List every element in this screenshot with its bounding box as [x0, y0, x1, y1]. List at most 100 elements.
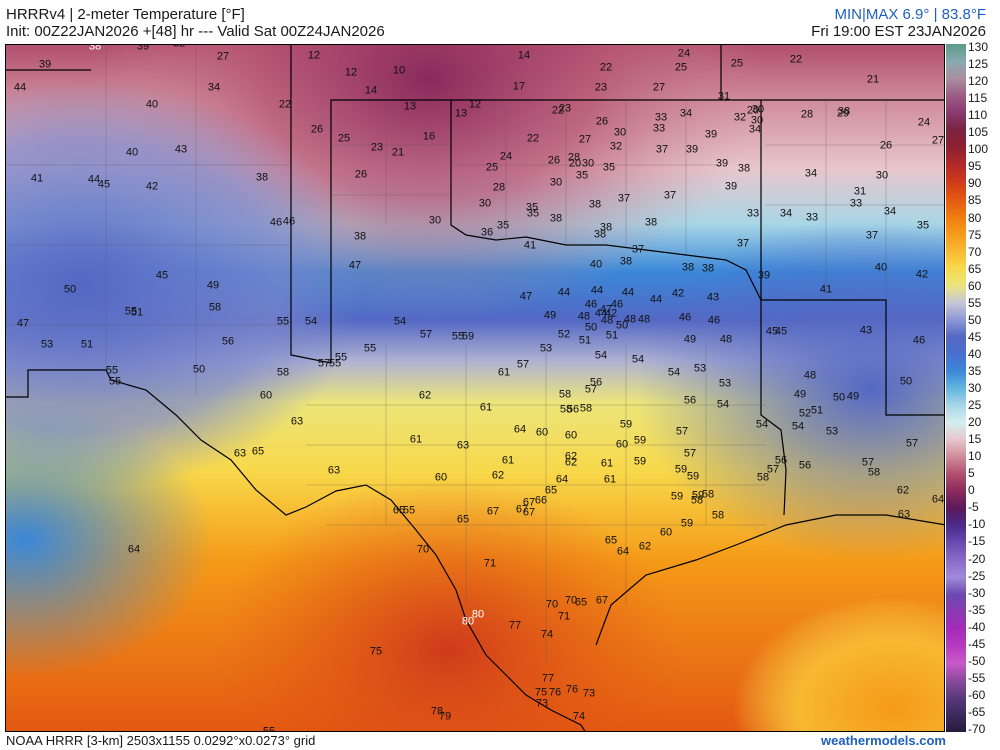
- temp-label: 30: [478, 197, 492, 210]
- temp-label: 12: [468, 98, 482, 111]
- legend-tick-label: 10: [968, 449, 982, 464]
- temp-label: 21: [866, 73, 880, 86]
- temp-label: 49: [543, 309, 557, 322]
- map-title: HRRRv4 | 2-meter Temperature [°F]: [6, 6, 245, 23]
- temp-label: 55: [328, 357, 342, 370]
- temp-label: 30: [549, 176, 563, 189]
- brand-link[interactable]: weathermodels.com: [821, 733, 946, 748]
- legend-tick-label: -40: [968, 619, 986, 634]
- temp-label: 65: [574, 596, 588, 609]
- temp-label: 38: [593, 228, 607, 241]
- temp-label: 62: [564, 450, 578, 463]
- temp-label: 44: [13, 81, 27, 94]
- temp-label: 54: [755, 418, 769, 431]
- temp-label: 26: [310, 123, 324, 136]
- temp-label: 39: [685, 143, 699, 156]
- temp-label: 61: [409, 433, 423, 446]
- temp-label: 39: [757, 269, 771, 282]
- legend-tick-label: -65: [968, 704, 986, 719]
- temp-label: 31: [853, 185, 867, 198]
- data-source-text: NOAA HRRR [3-km] 2503x1155 0.0292°x0.027…: [6, 733, 316, 748]
- temp-label: 51: [810, 404, 824, 417]
- temp-label: 22: [526, 132, 540, 145]
- legend-tick-label: 50: [968, 312, 982, 327]
- legend-tick-label: 35: [968, 363, 982, 378]
- legend-tick-label: -25: [968, 568, 986, 583]
- temp-label: 40: [874, 261, 888, 274]
- temp-label: 48: [803, 369, 817, 382]
- legend-tick-label: -60: [968, 687, 986, 702]
- temp-label: 25: [730, 57, 744, 70]
- temp-label: 26: [547, 154, 561, 167]
- temp-label: 63: [456, 439, 470, 452]
- temp-label: 55: [334, 351, 348, 364]
- temp-label: 56: [683, 394, 697, 407]
- temp-label: 57: [584, 383, 598, 396]
- temp-label: 58: [690, 494, 704, 507]
- temp-label: 38: [619, 255, 633, 268]
- temp-label: 76: [548, 686, 562, 699]
- temp-label: 55: [108, 375, 122, 388]
- temp-label: 64: [513, 423, 527, 436]
- temp-label: 23: [370, 141, 384, 154]
- temp-label: 57: [516, 358, 530, 371]
- legend-tick-label: 130: [968, 40, 989, 54]
- temp-label: 70: [545, 598, 559, 611]
- legend-tick-label: 125: [968, 57, 989, 72]
- temp-label: 24: [677, 47, 691, 60]
- legend-tick-label: 75: [968, 227, 982, 242]
- temp-label: 40: [125, 146, 139, 159]
- temp-label: 38: [701, 262, 715, 275]
- temp-label: 60: [434, 471, 448, 484]
- temp-label: 55: [105, 364, 119, 377]
- temp-label: 61: [501, 454, 515, 467]
- temp-label: 61: [603, 473, 617, 486]
- temp-label: 54: [393, 315, 407, 328]
- temp-label: 40: [145, 98, 159, 111]
- temp-label: 10: [392, 64, 406, 77]
- temp-label: 64: [127, 543, 141, 556]
- temp-label: 38: [837, 105, 851, 118]
- temp-label: 51: [130, 306, 144, 319]
- temp-label: 35: [526, 207, 540, 220]
- temp-label: 50: [584, 321, 598, 334]
- temp-label: 38: [681, 261, 695, 274]
- temp-label: 17: [512, 80, 526, 93]
- legend-tick-label: 80: [968, 210, 982, 225]
- temp-label: 26: [879, 139, 893, 152]
- legend-tick-label: 60: [968, 278, 982, 293]
- temp-label: 75: [534, 686, 548, 699]
- legend-tick-label: 100: [968, 142, 989, 157]
- temp-label: 34: [779, 207, 793, 220]
- temp-label: 67: [595, 594, 609, 607]
- temp-label: 67: [515, 503, 529, 516]
- temp-label: 65: [251, 445, 265, 458]
- temp-label: 46: [912, 334, 926, 347]
- temp-label: 75: [369, 645, 383, 658]
- temp-label: 78: [430, 705, 444, 718]
- temp-label: 42: [145, 180, 159, 193]
- temp-label: 34: [679, 107, 693, 120]
- temp-label: 35: [916, 219, 930, 232]
- temp-label: 49: [793, 388, 807, 401]
- temp-label: 46: [610, 298, 624, 311]
- temp-label: 20: [746, 104, 760, 117]
- temp-label: 34: [748, 123, 762, 136]
- temp-label: 59: [633, 455, 647, 468]
- temp-label: 33: [654, 111, 668, 124]
- temp-label: 35: [525, 201, 539, 214]
- temp-label: 43: [174, 143, 188, 156]
- temp-label: 30: [750, 114, 764, 127]
- temp-label: 44: [87, 173, 101, 186]
- legend-tick-label: 0: [968, 483, 975, 498]
- temp-label: 63: [233, 447, 247, 460]
- temp-label: 38: [353, 230, 367, 243]
- temp-label: 35: [602, 161, 616, 174]
- temp-label: 57: [766, 463, 780, 476]
- temp-label: 47: [519, 290, 533, 303]
- temp-label: 61: [600, 457, 614, 470]
- legend-tick-label: 25: [968, 398, 982, 413]
- temp-label: 12: [344, 66, 358, 79]
- temp-label: 25: [337, 132, 351, 145]
- temp-label: 59: [674, 463, 688, 476]
